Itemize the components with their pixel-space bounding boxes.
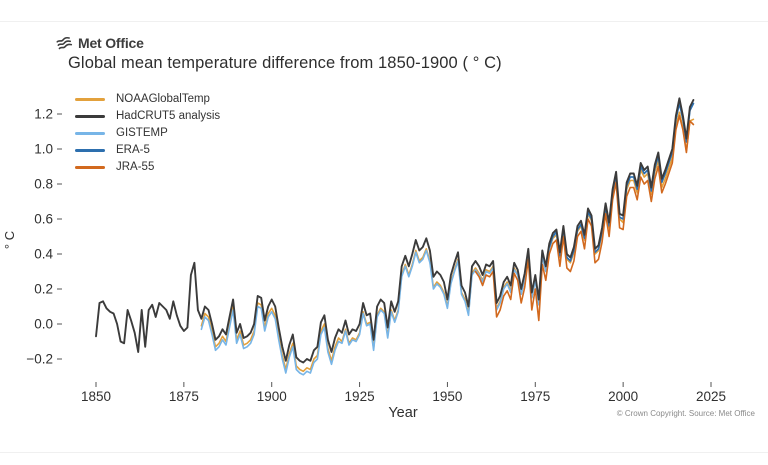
met-office-waves-icon [56,36,73,50]
legend-label-noaaglobaltemp: NOAAGlobalTemp [116,93,210,105]
y-axis-tick-label: 0.8 [34,177,53,192]
legend-swatch-era5 [75,148,105,152]
y-axis-tick-label: −0.2 [26,352,53,367]
chart-legend: NOAAGlobalTemp HadCRUT5 analysis GISTEMP… [75,93,220,178]
met-office-logo: Met Office [56,34,144,52]
top-divider [0,21,768,22]
y-axis-tick-label: 0.6 [34,212,53,227]
series-line-hadcrut5-analysis [95,97,695,364]
y-axis-title: ° C [2,231,17,249]
legend-item-hadcrut5: HadCRUT5 analysis [75,110,220,122]
y-axis-tick-label: 0.2 [34,282,53,297]
x-axis-tick-label: 1975 [520,389,550,404]
legend-swatch-jra55 [75,165,105,169]
chart-title: Global mean temperature difference from … [68,54,502,72]
legend-label-jra55: JRA-55 [116,161,155,173]
bottom-divider [0,452,768,453]
x-axis-tick-label: 1850 [81,389,111,404]
legend-item-era5: ERA-5 [75,144,220,156]
x-axis-tick-label: 2025 [696,389,726,404]
series-line-jra-55 [474,115,695,322]
y-axis-tick-label: 0.0 [34,317,53,332]
met-office-logo-text: Met Office [78,35,144,51]
series-line-gistemp [200,101,695,376]
legend-label-gistemp: GISTEMP [116,127,168,139]
x-axis-tick-label: 2000 [608,389,638,404]
legend-label-era5: ERA-5 [116,144,150,156]
legend-swatch-noaaglobaltemp [75,97,105,101]
legend-item-jra55: JRA-55 [75,161,220,173]
legend-item-noaaglobaltemp: NOAAGlobalTemp [75,93,220,105]
legend-swatch-gistemp [75,131,105,135]
copyright-note: © Crown Copyright. Source: Met Office [616,409,755,418]
y-axis-tick-label: 1.0 [34,142,53,157]
legend-label-hadcrut5: HadCRUT5 analysis [116,110,221,122]
y-axis-tick-label: 1.2 [34,107,53,122]
legend-item-gistemp: GISTEMP [75,127,220,139]
y-axis-tick-label: 0.4 [34,247,53,262]
x-axis-tick-label: 1950 [432,389,462,404]
x-axis-tick-label: 1900 [257,389,287,404]
x-axis-tick-label: 1925 [345,389,375,404]
series-line-noaaglobaltemp [200,111,695,373]
legend-swatch-hadcrut5 [75,114,105,118]
x-axis-tick-label: 1875 [169,389,199,404]
x-axis-title: Year [388,405,417,421]
series-line-era-5 [548,102,695,262]
